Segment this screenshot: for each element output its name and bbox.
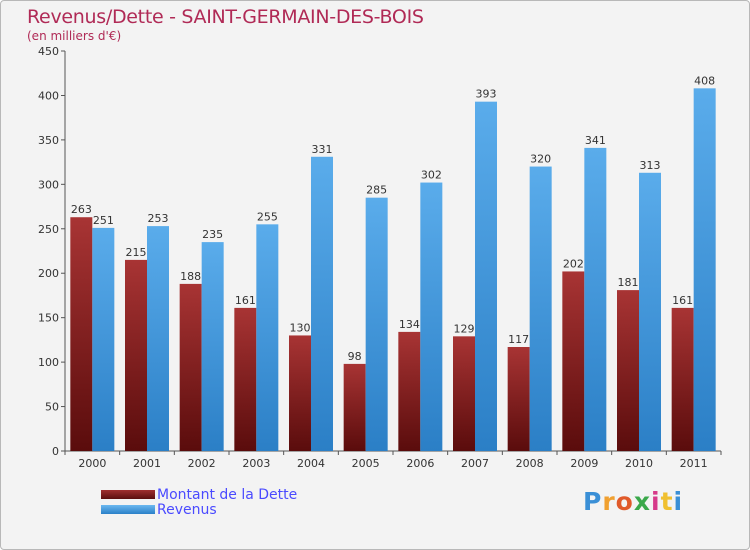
logo-letter: r [602, 487, 616, 516]
x-tick-label: 2003 [242, 457, 270, 470]
data-label-revenus: 393 [476, 88, 497, 101]
logo-letter: i [651, 487, 661, 516]
bar-dette [617, 290, 639, 451]
y-tick-label: 400 [38, 89, 59, 102]
x-tick-label: 2000 [78, 457, 106, 470]
data-label-dette: 117 [508, 333, 529, 346]
data-label-dette: 130 [290, 321, 311, 334]
x-tick-label: 2001 [133, 457, 161, 470]
bar-revenus [256, 224, 279, 451]
x-tick-label: 2002 [188, 457, 216, 470]
bar-dette [671, 307, 694, 451]
legend-label-dette: Montant de la Dette [157, 486, 298, 503]
data-label-dette: 215 [126, 246, 147, 259]
y-tick-label: 450 [38, 45, 59, 58]
y-tick-label: 100 [38, 356, 59, 369]
y-tick-label: 50 [45, 401, 59, 414]
bar-dette [453, 336, 475, 451]
x-tick-label: 2007 [461, 457, 489, 470]
data-label-revenus: 302 [421, 169, 442, 182]
data-label-dette: 263 [71, 203, 92, 216]
data-label-revenus: 320 [530, 153, 551, 166]
chart-subtitle: (en milliers d'€) [27, 29, 122, 43]
data-label-dette: 202 [563, 257, 584, 270]
bar-dette [234, 307, 257, 451]
legend-item-dette: Montant de la Dette [101, 486, 298, 503]
bar-revenus [693, 88, 716, 451]
logo-letter: o [615, 487, 634, 516]
data-label-dette: 161 [672, 294, 693, 307]
bar-dette [562, 271, 585, 451]
data-label-revenus: 313 [640, 159, 661, 172]
y-tick-label: 150 [38, 312, 59, 325]
bar-revenus [420, 182, 443, 452]
x-tick-label: 2011 [680, 457, 708, 470]
data-label-revenus: 341 [585, 134, 606, 147]
y-tick-label: 350 [38, 134, 59, 147]
bar-dette [70, 217, 93, 451]
legend-item-revenus: Revenus [101, 501, 297, 518]
y-tick-label: 0 [52, 445, 59, 458]
logo-letter: P [583, 487, 603, 516]
data-label-revenus: 235 [202, 228, 223, 241]
x-tick-label: 2009 [570, 457, 598, 470]
bar-dette [343, 363, 366, 451]
data-label-dette: 161 [235, 294, 256, 307]
y-tick-label: 200 [38, 267, 59, 280]
bar-revenus [639, 172, 661, 451]
chart-legend: Montant de la Dette Revenus [101, 486, 298, 518]
data-label-dette: 98 [348, 350, 362, 363]
data-label-revenus: 408 [694, 74, 715, 87]
bar-dette [179, 283, 202, 451]
y-tick-label: 250 [38, 223, 59, 236]
bar-revenus [147, 226, 169, 451]
bar-revenus [92, 227, 115, 451]
logo-letter: i [673, 487, 684, 516]
data-label-revenus: 285 [366, 184, 387, 197]
data-label-dette: 134 [399, 318, 420, 331]
bar-dette [125, 259, 147, 451]
x-tick-label: 2006 [406, 457, 434, 470]
data-label-dette: 188 [180, 270, 201, 283]
logo-letter: x [633, 487, 651, 516]
x-tick-label: 2010 [625, 457, 653, 470]
data-label-revenus: 251 [93, 214, 114, 227]
y-tick-label: 300 [38, 178, 59, 191]
legend-label-revenus: Revenus [157, 501, 217, 518]
x-tick-label: 2004 [297, 457, 325, 470]
legend-swatch-revenus [101, 505, 155, 514]
bar-dette [398, 331, 421, 451]
bar-revenus [529, 166, 552, 452]
proxiti-logo: Proxiti [583, 487, 683, 516]
chart-title: Revenus/Dette - SAINT-GERMAIN-DES-BOIS [27, 6, 424, 28]
data-label-dette: 129 [454, 322, 475, 335]
x-tick-label: 2008 [516, 457, 544, 470]
bar-dette [289, 335, 311, 451]
bar-revenus [365, 197, 388, 451]
bar-revenus [584, 147, 607, 451]
legend-swatch-dette [101, 490, 155, 499]
data-label-revenus: 255 [257, 210, 278, 223]
logo-letter: t [660, 487, 674, 516]
bar-revenus [475, 101, 497, 452]
data-label-dette: 181 [618, 276, 639, 289]
data-label-revenus: 331 [312, 143, 333, 156]
data-label-revenus: 253 [148, 212, 169, 225]
bar-revenus [201, 242, 224, 451]
x-tick-label: 2005 [352, 457, 380, 470]
bar-revenus [311, 156, 333, 451]
bar-dette [507, 347, 530, 451]
